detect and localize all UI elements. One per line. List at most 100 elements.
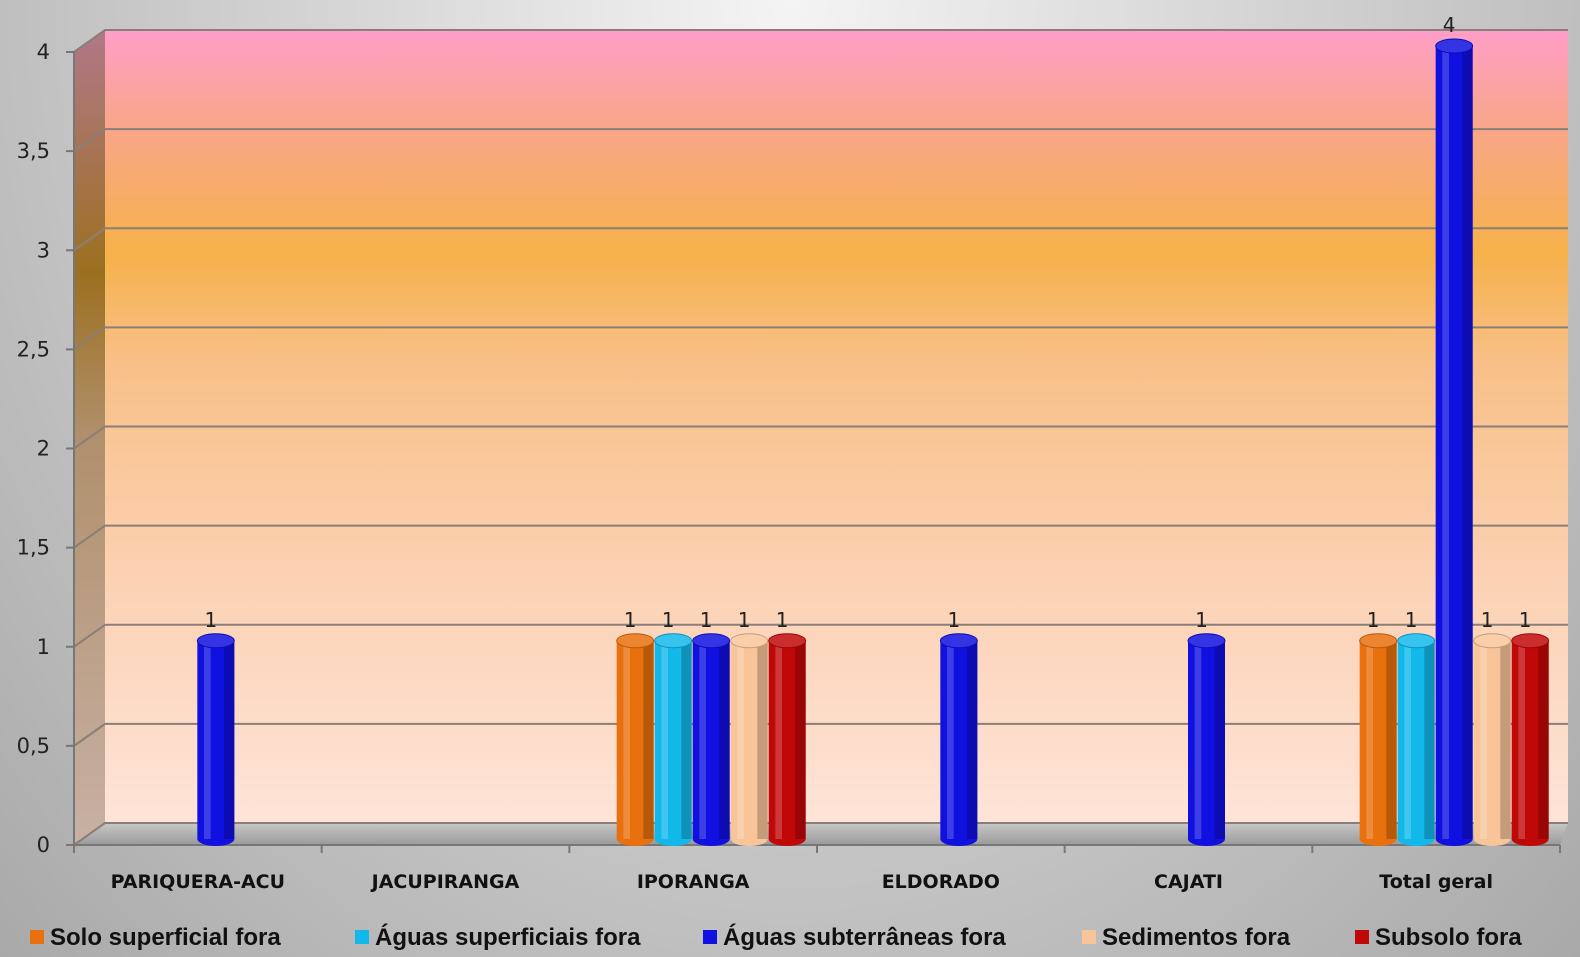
x-category-label: Total geral	[1379, 871, 1493, 893]
legend-label: Subsolo fora	[1375, 924, 1522, 951]
legend-item[interactable]: Solo superficial fora	[30, 924, 281, 951]
gridline	[73, 326, 1568, 351]
bar-top	[692, 633, 731, 649]
bar-top	[1511, 633, 1550, 649]
legend-swatch	[1082, 930, 1096, 944]
x-category-label: JACUPIRANGA	[370, 871, 520, 893]
legend-swatch	[703, 930, 717, 944]
y-tick-label: 3,5	[17, 139, 50, 163]
legend-item[interactable]: Águas subterrâneas fora	[703, 923, 1006, 951]
bar	[196, 633, 235, 846]
y-tick-label: 1	[37, 635, 50, 659]
y-tick-label: 4	[37, 40, 50, 64]
y-tick-label: 3	[37, 238, 50, 262]
legend-item[interactable]: Sedimentos fora	[1082, 924, 1291, 951]
bar-top	[1473, 633, 1512, 649]
gridline	[73, 425, 1568, 450]
bar-highlight	[623, 640, 630, 839]
bar-highlight	[1404, 640, 1411, 839]
bar	[692, 633, 731, 846]
bars	[196, 38, 1550, 846]
gridline	[73, 623, 1568, 648]
bar	[1187, 633, 1226, 846]
bar-highlight	[1480, 640, 1487, 839]
bar	[1435, 38, 1474, 846]
bar	[654, 633, 693, 846]
bar-top	[654, 633, 693, 649]
bar-top	[939, 633, 978, 649]
bar-highlight	[661, 640, 668, 839]
bar-top	[1435, 38, 1474, 54]
bar-highlight	[1366, 640, 1373, 839]
x-category-label: CAJATI	[1154, 871, 1223, 893]
legend-swatch	[30, 930, 44, 944]
bar-top	[1397, 633, 1436, 649]
gridline	[73, 524, 1568, 549]
y-tick-label: 2	[37, 437, 50, 461]
bar-shadow	[1424, 640, 1435, 839]
gridline	[73, 29, 1568, 53]
gridlines	[73, 29, 1568, 846]
bar-shadow	[757, 640, 768, 839]
bar-top	[1359, 633, 1398, 649]
bar-top	[196, 633, 235, 649]
bar-shadow	[1538, 640, 1549, 839]
bar-highlight	[737, 640, 744, 839]
legend-label: Sedimentos fora	[1102, 924, 1291, 951]
y-tick-label: 0,5	[17, 734, 50, 758]
data-label: 1	[1481, 608, 1494, 632]
bar	[616, 633, 655, 846]
data-label: 1	[662, 608, 675, 632]
gridline	[73, 128, 1568, 152]
bar-shadow	[719, 640, 730, 839]
bar-highlight	[203, 640, 211, 839]
bar	[1473, 633, 1512, 846]
gridline	[73, 722, 1568, 747]
bar-highlight	[775, 640, 782, 839]
bar-top	[1187, 633, 1226, 649]
bar-shadow	[681, 640, 692, 839]
bar-shadow	[795, 640, 806, 839]
gridline	[73, 822, 1568, 846]
bar-shadow	[1462, 46, 1473, 839]
data-label: 1	[1367, 608, 1380, 632]
x-category-label: IPORANGA	[637, 871, 750, 893]
bar-highlight	[946, 640, 954, 839]
legend-label: Águas subterrâneas fora	[723, 923, 1006, 951]
bar-highlight	[1442, 46, 1449, 839]
data-label: 1	[204, 608, 217, 632]
legend[interactable]: Solo superficial fora Águas superficiais …	[30, 923, 1522, 951]
legend-label: Solo superficial fora	[50, 924, 281, 951]
legend-item[interactable]: Águas superficiais fora	[355, 923, 641, 951]
data-label: 1	[1195, 608, 1208, 632]
bar	[768, 633, 807, 846]
x-category-label: PARIQUERA-ACU	[111, 871, 285, 893]
bar-shadow	[223, 640, 235, 839]
bar	[1397, 633, 1436, 846]
legend-swatch	[1355, 930, 1369, 944]
data-label: 1	[776, 608, 789, 632]
y-tick-label: 2,5	[17, 337, 50, 361]
data-label: 4	[1443, 13, 1456, 37]
bar	[1359, 633, 1398, 846]
bar	[1511, 633, 1550, 846]
data-label: 1	[624, 608, 637, 632]
bar-shadow	[966, 640, 978, 839]
bar-highlight	[1194, 640, 1202, 839]
bar-top	[730, 633, 769, 649]
y-tick-label: 1,5	[17, 536, 50, 560]
data-label: 1	[947, 608, 960, 632]
data-label: 1	[700, 608, 713, 632]
legend-swatch	[355, 930, 369, 944]
y-axis: 0 0,5 1 1,5 2 2,5 3 3,5 4	[17, 40, 75, 857]
x-axis: PARIQUERA-ACU JACUPIRANGA IPORANGA ELDORADO…	[73, 844, 1561, 893]
legend-item[interactable]: Subsolo fora	[1355, 924, 1522, 951]
bar-highlight	[699, 640, 706, 839]
bar-shadow	[1386, 640, 1397, 839]
bar-top	[768, 633, 807, 649]
data-label: 1	[1519, 608, 1532, 632]
data-label: 1	[738, 608, 751, 632]
legend-label: Águas superficiais fora	[375, 923, 641, 951]
y-tick-label: 0	[37, 833, 50, 857]
